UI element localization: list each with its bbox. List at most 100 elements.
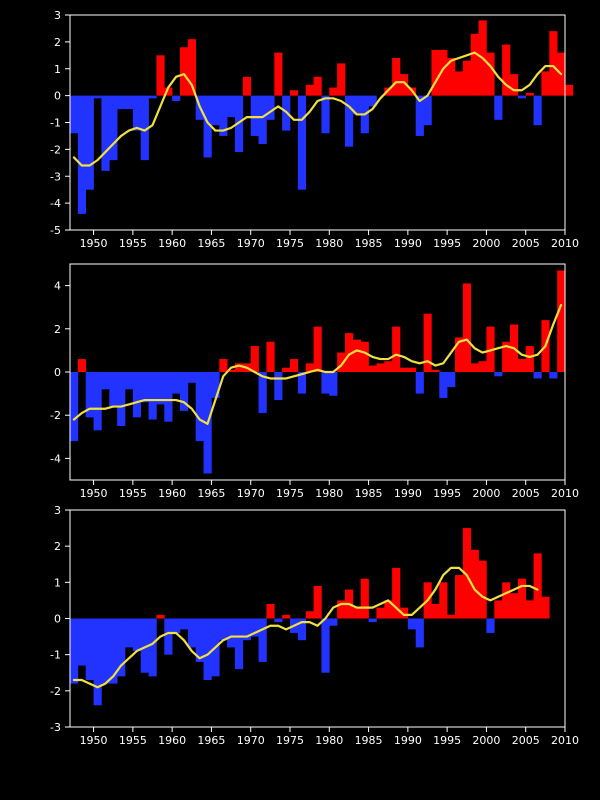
- bar-2005: [525, 92, 534, 96]
- bar-2007: [541, 596, 550, 619]
- bar-1989: [400, 607, 409, 619]
- bar-2001: [494, 372, 503, 377]
- y-tick-label: -1: [50, 117, 61, 130]
- bar-1979: [321, 95, 330, 134]
- bar-1956: [140, 95, 149, 161]
- bar-2000: [486, 52, 495, 96]
- panel-1: -5 -4 -3 -2 -1 0 1 2 3 1950 1955 1960 1965 1970 1975 19…: [50, 9, 579, 250]
- bar-1973: [274, 618, 283, 623]
- bar-2009: [557, 270, 566, 372]
- bar-1966: [219, 95, 228, 136]
- bar-1972: [266, 341, 275, 372]
- bar-1970: [250, 346, 259, 372]
- bar-2000: [486, 618, 495, 633]
- x-tick-label: 1995: [433, 237, 461, 250]
- bar-1967: [227, 95, 236, 118]
- bar-2006: [533, 95, 542, 126]
- bar-1955: [132, 372, 142, 418]
- bar-1992: [423, 313, 432, 372]
- bar-2006: [533, 372, 542, 379]
- bar-1948: [77, 359, 87, 372]
- bar-1958: [156, 372, 165, 405]
- x-tick-label: 1965: [197, 734, 225, 747]
- bar-1996: [455, 575, 464, 619]
- bar-1962: [187, 39, 197, 96]
- bar-1968: [235, 95, 244, 153]
- bar-1964: [203, 95, 212, 158]
- bar-1976: [297, 618, 307, 641]
- bar-1977: [305, 363, 314, 372]
- y-tick-label: 2: [54, 36, 61, 49]
- y-tick-label: -4: [50, 197, 61, 210]
- x-tick-label: 1965: [197, 237, 225, 250]
- x-tick-label: 1955: [119, 237, 147, 250]
- bar-1969: [242, 76, 252, 96]
- bar-1972: [266, 95, 275, 120]
- bar-1956: [140, 618, 149, 673]
- bar-1964: [203, 618, 212, 680]
- bar-2008: [549, 31, 558, 96]
- bar-1976: [297, 372, 307, 394]
- bar-2004: [517, 578, 527, 619]
- bar-1982: [345, 333, 354, 372]
- bar-1977: [305, 611, 314, 619]
- bar-1971: [258, 618, 267, 662]
- bar-1986: [376, 363, 385, 372]
- bar-1966: [219, 359, 228, 372]
- bar-1983: [352, 95, 362, 115]
- y-tick-label: -3: [50, 721, 61, 734]
- bar-1994: [439, 582, 448, 619]
- bar-1956: [140, 372, 149, 403]
- bar-1978: [313, 585, 322, 619]
- bar-1988: [392, 58, 401, 96]
- x-tick-label: 2005: [512, 734, 540, 747]
- bar-2002: [502, 341, 511, 372]
- panel-2: -4 -2 0 2 4 1950 1955 1960 1965 1970 1975 1980 1985 1…: [50, 263, 579, 500]
- bar-1979: [321, 618, 330, 673]
- bar-1997: [462, 60, 472, 96]
- bar-1960: [172, 95, 181, 102]
- x-tick-label: 2010: [551, 237, 579, 250]
- bar-1984: [360, 341, 369, 372]
- y-tick-label: 3: [54, 9, 61, 22]
- bar-1950: [93, 95, 102, 99]
- bar-1991: [415, 95, 424, 136]
- bar-1969: [242, 618, 252, 641]
- bar-1985: [368, 365, 377, 372]
- bar-1947: [70, 372, 79, 442]
- bar-1989: [400, 74, 409, 96]
- x-tick-label: 1980: [315, 237, 343, 250]
- bar-1958: [156, 55, 165, 96]
- bar-1988: [392, 326, 401, 372]
- x-tick-label: 1965: [197, 487, 225, 500]
- bar-1953: [117, 372, 126, 426]
- bar-1947: [70, 95, 79, 134]
- bar-1977: [305, 84, 314, 96]
- bar-1992: [423, 95, 432, 126]
- x-tick-label: 1990: [394, 734, 422, 747]
- x-tick-label: 1990: [394, 487, 422, 500]
- bar-1962: [187, 372, 197, 383]
- bar-1974: [282, 614, 291, 619]
- x-tick-label: 1985: [355, 487, 383, 500]
- bar-2005: [525, 600, 534, 619]
- bar-1970: [250, 618, 259, 637]
- bar-1987: [384, 600, 393, 619]
- y-tick-label: -2: [50, 685, 61, 698]
- x-tick-label: 1950: [80, 487, 108, 500]
- bar-2008: [549, 372, 558, 379]
- bar-1990: [407, 367, 417, 372]
- bar-1993: [431, 604, 440, 619]
- bar-1949: [85, 95, 94, 190]
- bar-1954: [125, 618, 134, 648]
- bar-1950: [93, 618, 102, 706]
- bar-1952: [109, 95, 118, 161]
- bar-2007: [541, 71, 550, 96]
- x-tick-label: 1985: [355, 734, 383, 747]
- bar-1951: [101, 372, 110, 390]
- bar-1955: [132, 618, 142, 652]
- bar-1988: [392, 567, 401, 619]
- bar-1978: [313, 76, 322, 96]
- y-tick-label: -1: [50, 649, 61, 662]
- bar-1978: [313, 326, 322, 372]
